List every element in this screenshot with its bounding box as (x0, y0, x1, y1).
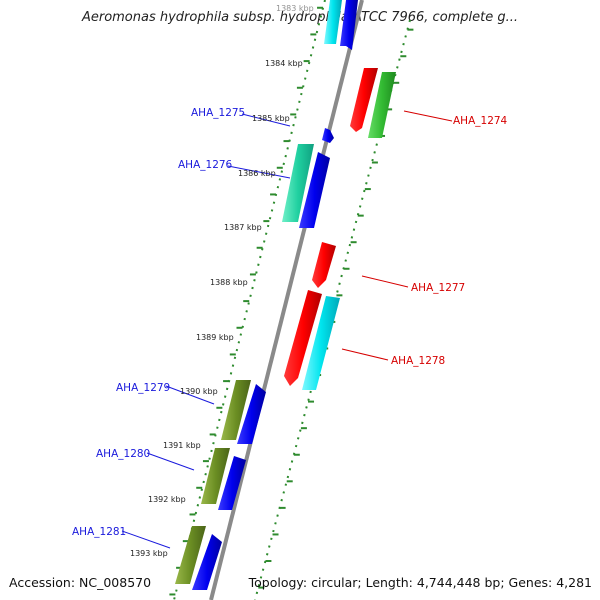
gene-aha1278-cyan[interactable] (302, 296, 340, 390)
gene-aha1276-blue[interactable] (299, 152, 330, 228)
kbp-label: 1383 kbp (276, 4, 314, 13)
gene-label-aha1277[interactable]: AHA_1277 (411, 282, 465, 294)
kbp-label: 1389 kbp (196, 333, 234, 342)
gene-label-aha1280[interactable]: AHA_1280 (96, 448, 150, 460)
gene-aha1281-blue[interactable] (192, 534, 222, 590)
gene-aha1278-red[interactable] (284, 290, 322, 386)
kbp-label: 1388 kbp (210, 278, 248, 287)
gene-aha1279-blue[interactable] (237, 384, 266, 444)
gene-aha1276-teal[interactable] (282, 144, 314, 222)
gene-aha1274-red[interactable] (350, 68, 378, 132)
gene-label-aha1281[interactable]: AHA_1281 (72, 526, 126, 538)
gene-label-aha1279[interactable]: AHA_1279 (116, 382, 170, 394)
kbp-label: 1387 kbp (224, 223, 262, 232)
gene-top-cyan[interactable] (324, 0, 342, 44)
gene-aha1275[interactable] (322, 128, 334, 143)
gene-aha1280-blue[interactable] (218, 456, 246, 510)
kbp-label: 1385 kbp (252, 114, 290, 123)
left-dotted-track (173, 0, 326, 600)
topology-text: Topology: circular; Length: 4,744,448 bp… (248, 575, 592, 590)
gene-aha1277[interactable] (312, 242, 336, 288)
kbp-label: 1384 kbp (265, 59, 303, 68)
accession-text: Accession: NC_008570 (9, 575, 152, 590)
gene-label-aha1275[interactable]: AHA_1275 (191, 107, 245, 119)
kbp-label: 1391 kbp (163, 441, 201, 450)
position-labels: 1383 kbp 1384 kbp 1385 kbp 1386 kbp 1387… (130, 4, 314, 558)
gene-aha1280-olive[interactable] (201, 448, 230, 504)
gene-top-blue[interactable] (340, 0, 358, 50)
gene-aha1279-olive[interactable] (221, 380, 251, 440)
gene-label-aha1278[interactable]: AHA_1278 (391, 355, 445, 367)
left-track-ticks (169, 6, 324, 596)
gene-aha1274-green[interactable] (368, 72, 396, 138)
kbp-label: 1386 kbp (238, 169, 276, 178)
gene-features (175, 0, 396, 590)
kbp-label: 1392 kbp (148, 495, 186, 504)
label-leaders (121, 110, 453, 549)
gene-labels: AHA_1274 AHA_1275 AHA_1276 AHA_1277 AHA_… (72, 107, 508, 538)
kbp-label: 1390 kbp (180, 387, 218, 396)
gene-label-aha1276[interactable]: AHA_1276 (178, 159, 233, 171)
genome-backbone (209, 0, 364, 600)
gene-aha1281-olive[interactable] (175, 526, 206, 584)
kbp-label: 1393 kbp (130, 549, 168, 558)
gene-label-aha1274[interactable]: AHA_1274 (453, 115, 508, 127)
